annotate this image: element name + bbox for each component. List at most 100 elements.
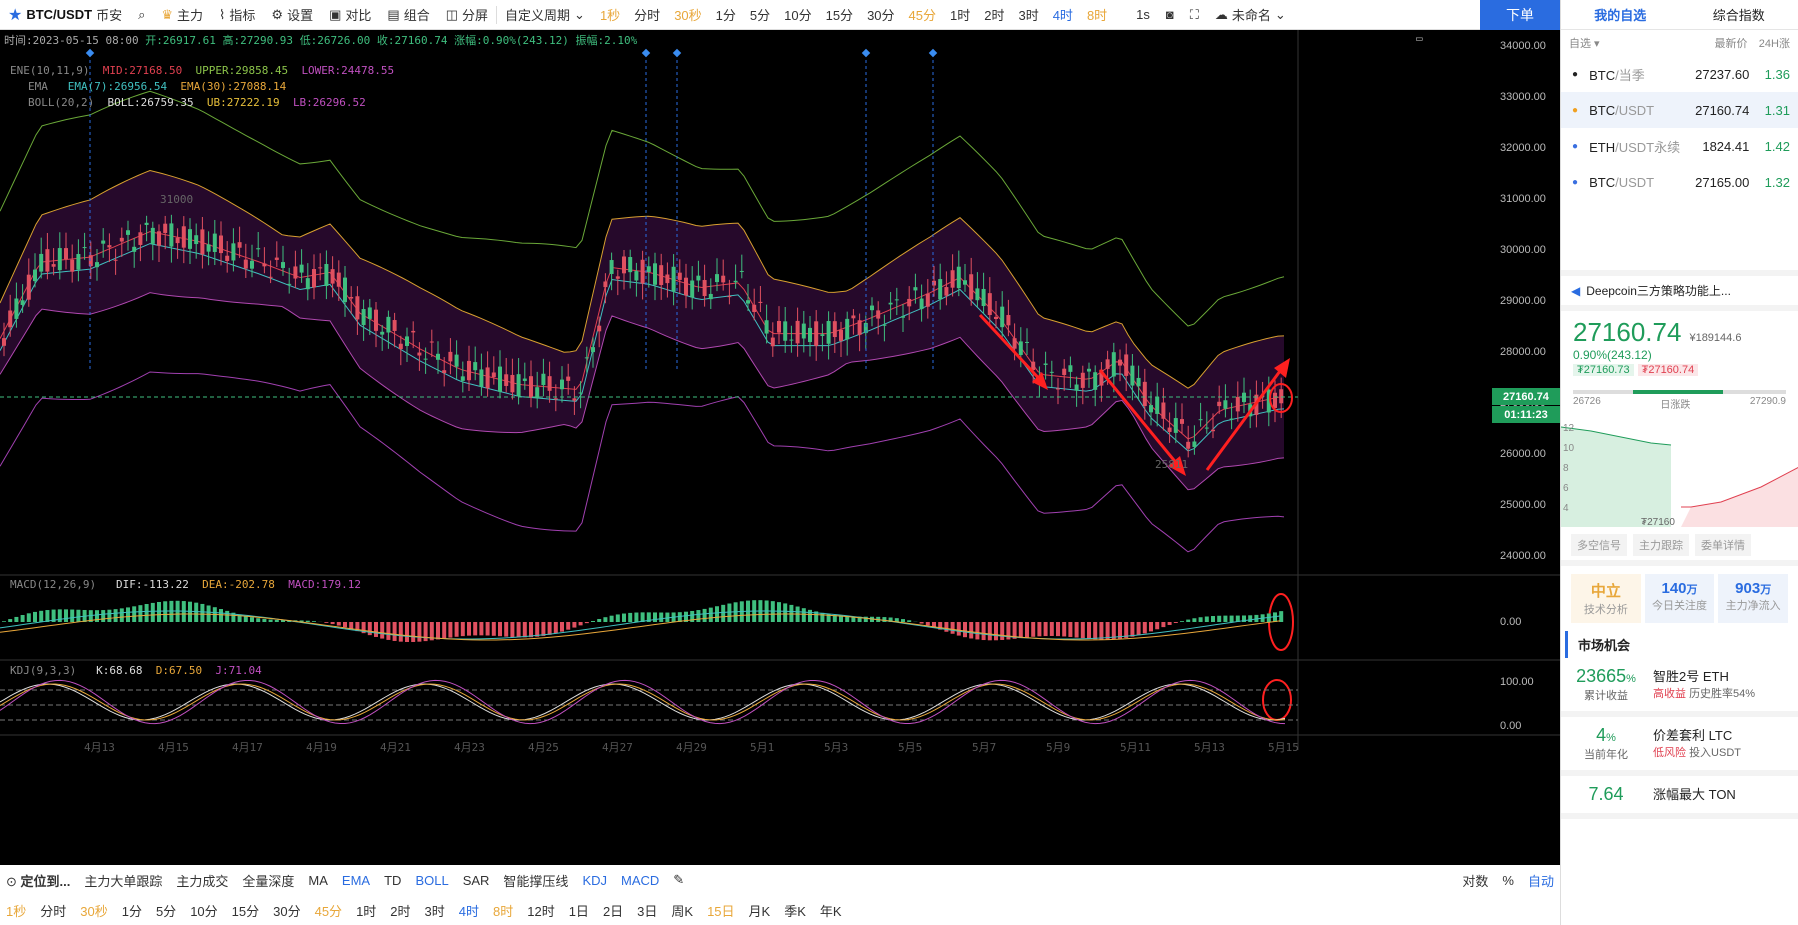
bottom-period-18[interactable]: 周K — [671, 903, 694, 919]
indicator-tool-0[interactable]: 主力大单跟踪 — [84, 873, 163, 889]
notice-bar[interactable]: ◀ Deepcoin三方策略功能上... — [1561, 270, 1798, 305]
custom-period-dropdown[interactable]: 自定义周期 ⌄ — [497, 5, 593, 24]
tab-long-short-signal[interactable]: 多空信号 — [1571, 534, 1627, 556]
watchlist-row[interactable]: ● BTC/当季 27237.60 1.36 — [1561, 56, 1798, 92]
bottom-period-11[interactable]: 3时 — [424, 903, 445, 919]
indicator-tool-7[interactable]: SAR — [462, 872, 490, 888]
bottom-period-16[interactable]: 2日 — [602, 903, 624, 919]
bottom-period-10[interactable]: 2时 — [390, 903, 411, 919]
compare-button[interactable]: ▣ 对比 — [321, 5, 379, 24]
candle-body — [250, 260, 254, 269]
locate-button[interactable]: ⊙ 定位到... — [6, 871, 70, 890]
settings-button[interactable]: ⚙ 设置 — [263, 5, 321, 24]
indicator-tool-1[interactable]: 主力成交 — [176, 873, 229, 889]
bottom-period-6[interactable]: 15分 — [231, 903, 260, 919]
notes-icon[interactable]: ▭ — [1416, 32, 1423, 45]
period-9[interactable]: 1时 — [950, 8, 971, 23]
indicator-tool-8[interactable]: 智能撑压线 — [503, 873, 569, 889]
period-4[interactable]: 5分 — [749, 8, 771, 23]
period-11[interactable]: 3时 — [1018, 8, 1039, 23]
indicator-tool-3[interactable]: MA — [308, 872, 328, 888]
period-8[interactable]: 45分 — [908, 8, 936, 23]
price-column-header[interactable]: 最新价 — [1714, 38, 1748, 50]
combine-button[interactable]: ▤ 组合 — [379, 5, 437, 24]
group-dropdown[interactable]: 自选 ▾ — [1569, 38, 1600, 50]
watchlist-row[interactable]: ● ETH/USDT永续 1824.41 1.42 — [1561, 128, 1798, 164]
ene-name: ENE(10,11,9) — [10, 64, 90, 77]
bottom-period-3[interactable]: 1分 — [121, 903, 142, 919]
order-button[interactable]: 下单 — [1480, 0, 1560, 30]
kline-chart[interactable] — [0, 30, 1560, 865]
indicators-button[interactable]: ⌇ 指标 — [211, 5, 263, 24]
indicator-tool-6[interactable]: BOLL — [415, 872, 449, 888]
candle-body — [1018, 341, 1023, 355]
indicator-tool-5[interactable]: TD — [384, 872, 402, 888]
period-1[interactable]: 分时 — [634, 8, 661, 23]
opportunity-card[interactable]: 7.64 涨幅最大 TON — [1561, 776, 1798, 819]
bottom-period-4[interactable]: 5分 — [155, 903, 177, 919]
watchlist-row[interactable]: ● BTC/USDT 27165.00 1.32 — [1561, 164, 1798, 200]
bottom-period-12[interactable]: 4时 — [458, 903, 479, 919]
indicator-tool-2[interactable]: 全量深度 — [242, 873, 295, 889]
tab-main-force-tracking[interactable]: 主力跟踪 — [1633, 534, 1689, 556]
split-screen-button[interactable]: ◫ 分屏 — [438, 5, 496, 24]
bottom-period-2[interactable]: 30秒 — [80, 903, 108, 919]
boll-cloud — [0, 170, 1284, 490]
bottom-period-19[interactable]: 15日 — [707, 903, 735, 919]
candle-body — [1074, 384, 1079, 391]
period-12[interactable]: 4时 — [1052, 8, 1073, 23]
period-13[interactable]: 8时 — [1086, 8, 1108, 23]
opportunity-card[interactable]: 4% 当前年化 价差套利 LTC 低风险 投入USDT — [1561, 717, 1798, 776]
symbol-selector[interactable]: ★ BTC/USDT 币安 — [0, 5, 130, 25]
change-column-header[interactable]: 24H涨 — [1758, 38, 1790, 50]
cloud-save-button[interactable]: ☁ 未命名 ⌄ — [1207, 5, 1294, 24]
mini-axis-4: 4 — [1563, 503, 1569, 514]
watchlist-row[interactable]: ● BTC/USDT 27160.74 1.31 — [1561, 92, 1798, 128]
fullscreen-button[interactable]: ⛶ — [1182, 7, 1207, 23]
period-3[interactable]: 1分 — [715, 8, 736, 23]
ema-legend: EMA EMA(7):26956.54 EMA(30):27088.14 — [28, 80, 286, 93]
bottom-period-5[interactable]: 10分 — [190, 903, 218, 919]
period-7[interactable]: 30分 — [867, 8, 895, 23]
bottom-period-15[interactable]: 1日 — [568, 903, 589, 919]
stat-card[interactable]: 中立 技术分析 — [1571, 574, 1641, 623]
bottom-period-21[interactable]: 季K — [784, 903, 806, 919]
macd-bar — [1155, 622, 1160, 630]
bottom-period-0[interactable]: 1秒 — [6, 903, 27, 919]
bottom-period-14[interactable]: 12时 — [527, 903, 555, 919]
candle-body — [1130, 365, 1135, 386]
screenshot-button[interactable]: ◙ — [1158, 7, 1182, 22]
axis-mode-2[interactable]: 自动 — [1527, 873, 1554, 889]
bottom-period-20[interactable]: 月K — [748, 903, 771, 919]
axis-mode-0[interactable]: 对数 — [1462, 873, 1489, 889]
period-2[interactable]: 30秒 — [674, 8, 702, 23]
macd-bar — [113, 609, 118, 622]
indicator-tool-10[interactable]: MACD — [621, 872, 660, 888]
period-10[interactable]: 2时 — [984, 8, 1005, 23]
search-button[interactable]: ⌕ — [130, 7, 153, 23]
bottom-period-13[interactable]: 8时 — [493, 903, 514, 919]
indicator-tool-4[interactable]: EMA — [341, 872, 371, 888]
bottom-period-8[interactable]: 45分 — [314, 903, 343, 919]
period-6[interactable]: 15分 — [825, 8, 854, 23]
opportunity-card[interactable]: 23665% 累计收益 智胜2号 ETH 高收益 历史胜率54% — [1561, 658, 1798, 717]
interval-button[interactable]: 1s — [1128, 7, 1158, 22]
axis-mode-1[interactable]: % — [1502, 872, 1514, 888]
bottom-period-7[interactable]: 30分 — [273, 903, 301, 919]
star-icon[interactable]: ★ — [8, 6, 23, 24]
bottom-period-17[interactable]: 3日 — [637, 903, 658, 919]
bottom-period-9[interactable]: 1时 — [356, 903, 377, 919]
period-5[interactable]: 10分 — [784, 8, 812, 23]
chart-area[interactable]: 时间:2023-05-15 08:00 开:26917.61 高:27290.9… — [0, 30, 1560, 865]
tab-my-watchlist[interactable]: 我的自选 — [1594, 8, 1647, 23]
edit-icon[interactable]: ✎ — [673, 872, 685, 887]
tab-composite-index[interactable]: 综合指数 — [1712, 8, 1765, 23]
tab-order-details[interactable]: 委单详情 — [1695, 534, 1751, 556]
stat-card[interactable]: 903万 主力净流入 — [1718, 574, 1789, 623]
bottom-period-22[interactable]: 年K — [819, 903, 842, 919]
indicator-tool-9[interactable]: KDJ — [582, 872, 607, 888]
bottom-period-1[interactable]: 分时 — [40, 903, 67, 919]
stat-card[interactable]: 140万 今日关注度 — [1644, 574, 1715, 623]
period-0[interactable]: 1秒 — [599, 8, 621, 23]
main-force-button[interactable]: ♛ 主力 — [153, 5, 211, 24]
